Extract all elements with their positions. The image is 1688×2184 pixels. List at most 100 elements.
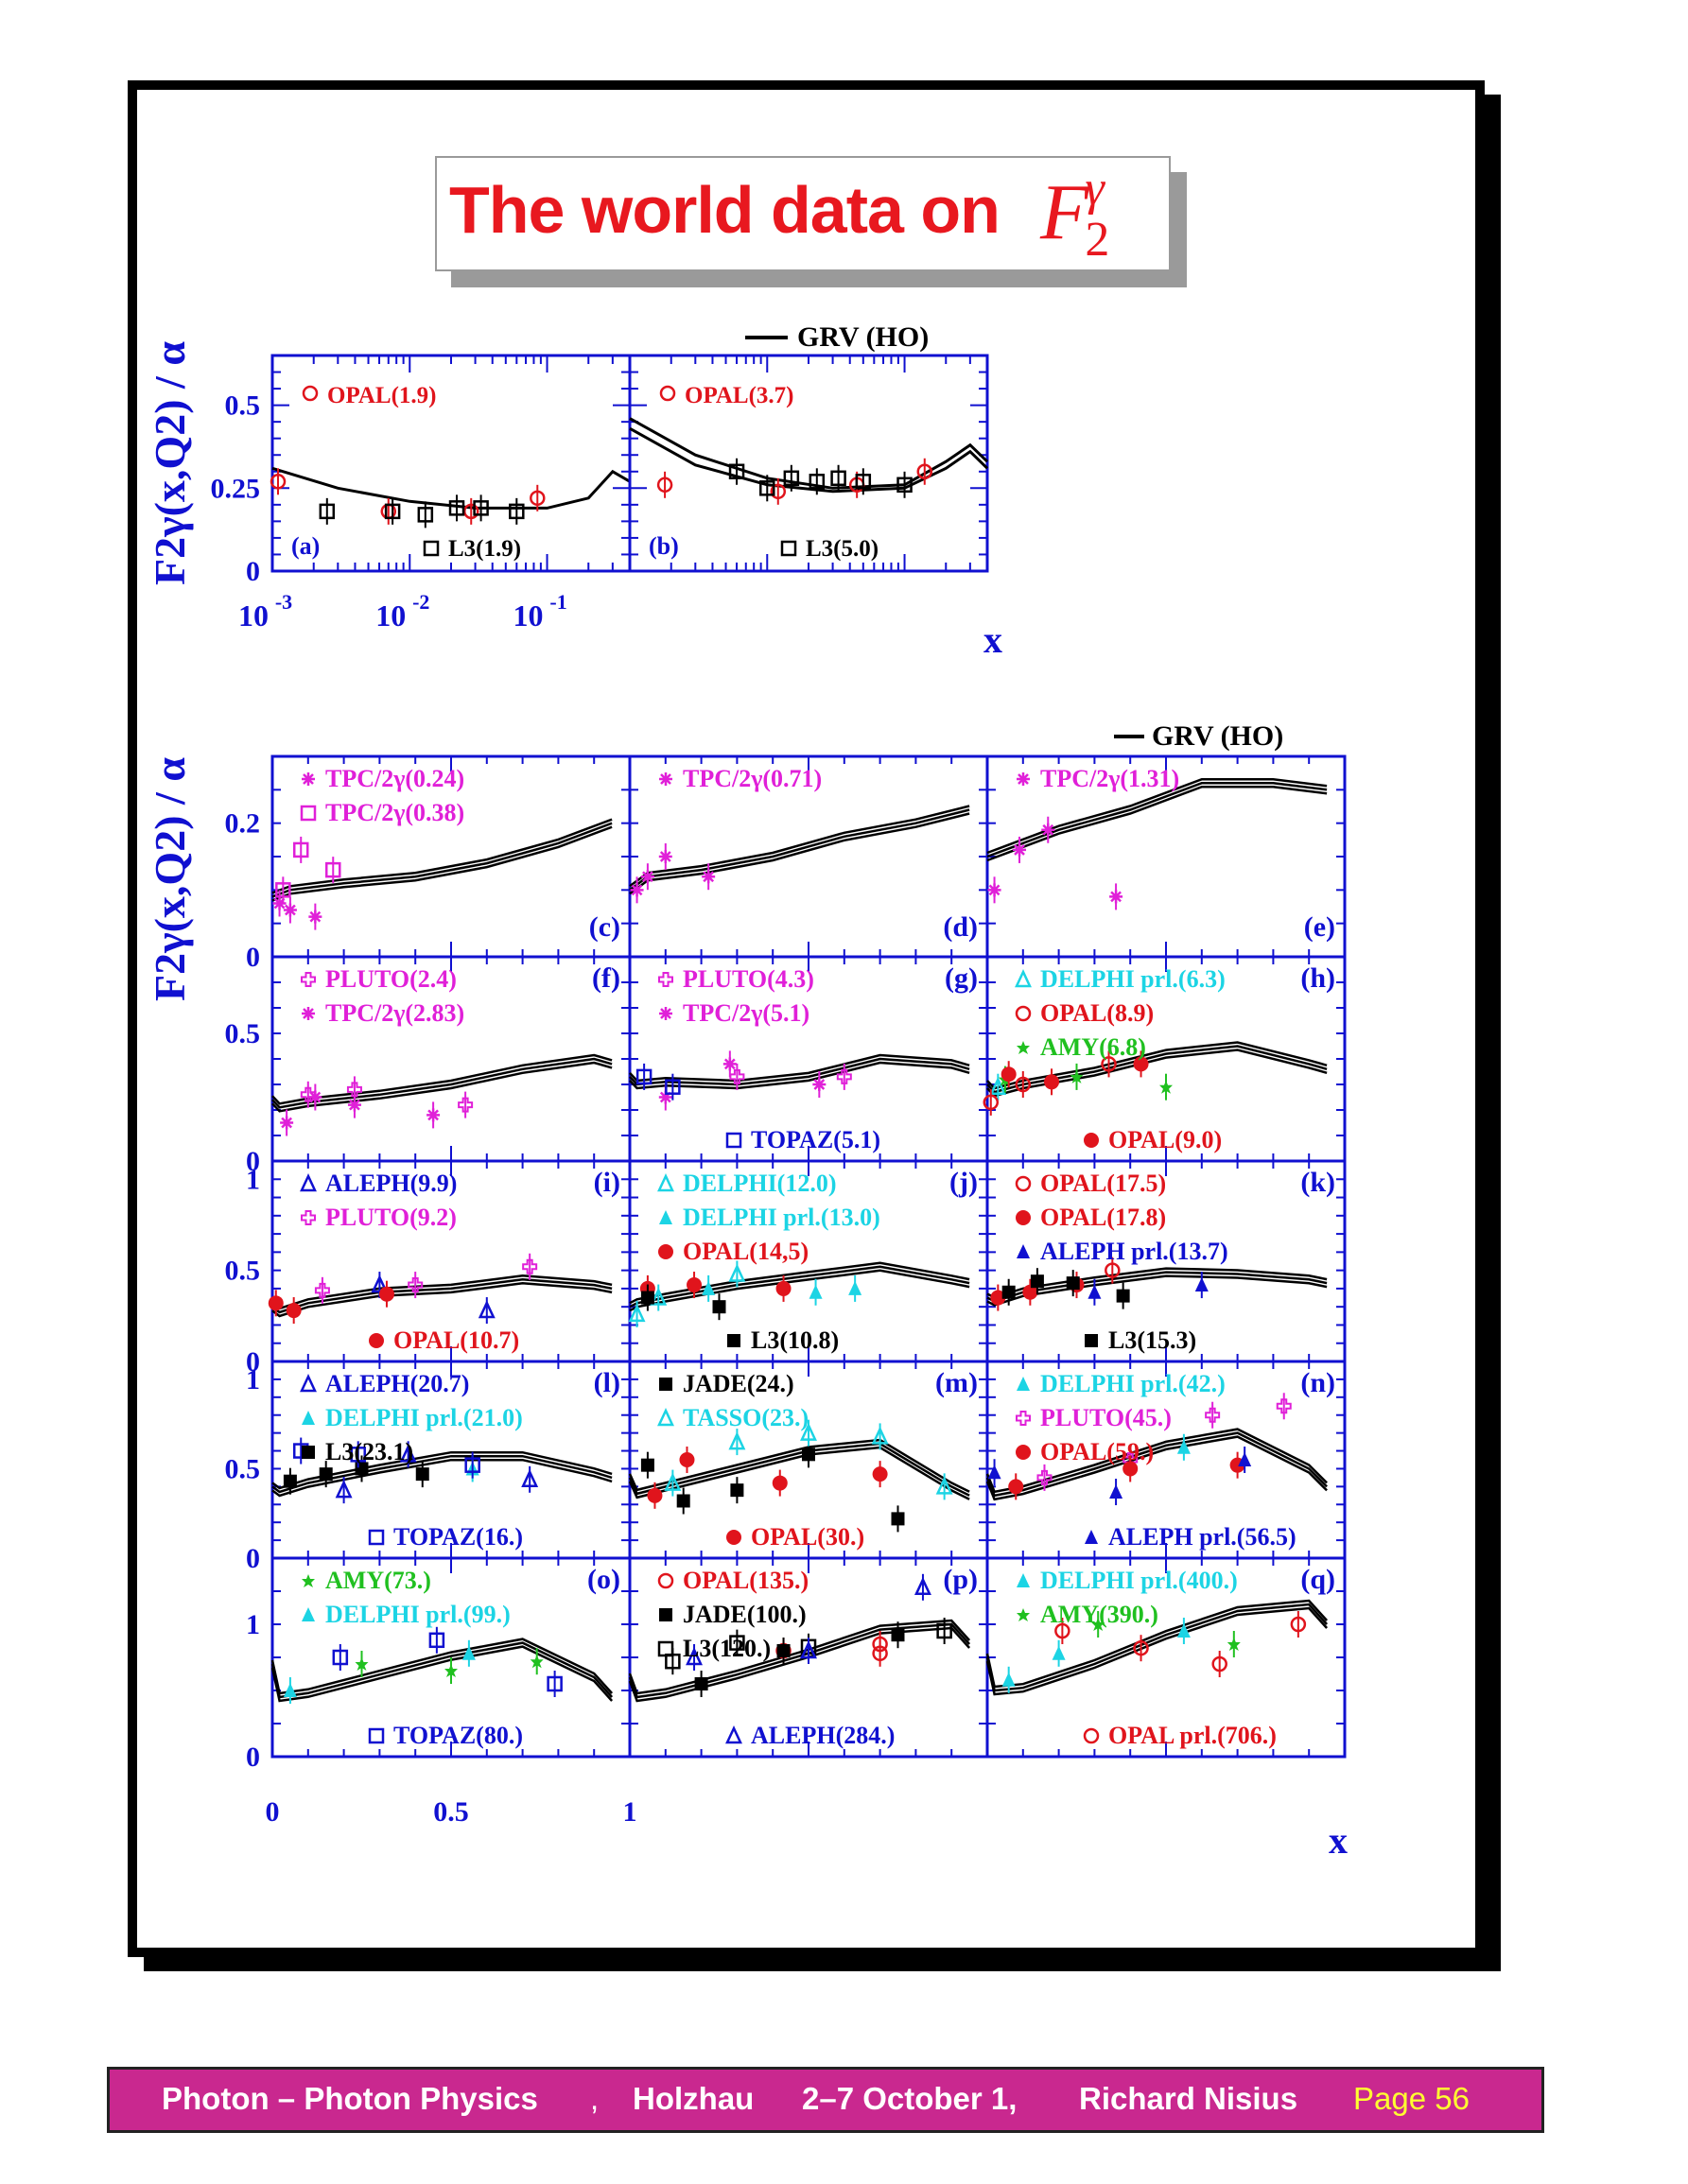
data-point-marker (665, 1079, 681, 1095)
y-axis-label-bottom: F2γ(x,Q2) / α (146, 757, 194, 1001)
data-point-marker (428, 1632, 445, 1649)
data-point-marker (464, 1457, 480, 1473)
data-point (987, 1459, 1001, 1486)
x-tick-label: 10 (238, 598, 269, 633)
panel-tag: (i) (594, 1167, 620, 1198)
legend-label: AMY(73.) (325, 1567, 431, 1594)
theory-curve (628, 1442, 970, 1497)
data-point-marker (1013, 842, 1027, 857)
data-point-marker (415, 1467, 429, 1482)
data-point-marker (473, 500, 489, 516)
legend-label: DELPHI prl.(99.) (325, 1601, 511, 1628)
data-point-marker (759, 480, 775, 496)
legend-label: DELPHI prl.(6.3) (1040, 965, 1226, 993)
data-point (916, 458, 933, 485)
legend-label: OPAL(17.8) (1040, 1204, 1166, 1231)
theory-curve (985, 1603, 1329, 1692)
data-point-marker (1001, 1672, 1016, 1687)
data-point (1054, 1618, 1070, 1644)
data-point (914, 1573, 931, 1601)
data-point-marker (509, 503, 525, 520)
legend-label: AMY(6.8) (1040, 1033, 1146, 1061)
data-point-marker (371, 1274, 389, 1293)
data-point (1001, 1666, 1016, 1693)
data-point-marker (521, 1468, 539, 1488)
legend-marker (1017, 1573, 1030, 1587)
panel-e: (e) TPC/2γ(1.31) (985, 754, 1347, 959)
data-point (935, 1473, 953, 1500)
legend-label: TOPAZ(80.) (393, 1722, 523, 1749)
data-point (800, 1419, 817, 1447)
data-point (936, 1618, 952, 1644)
legend-marker (658, 972, 673, 987)
legend-marker (658, 1244, 673, 1259)
y-tick-label: 1 (246, 1364, 260, 1395)
theory-curve (986, 786, 1328, 862)
data-point-marker (1030, 1274, 1044, 1289)
panel-g: (g) PLUTO(4.3) TPC/2γ(5.1) TOPAZ(5.1) (628, 955, 989, 1163)
x-axis-label: x (1329, 1819, 1348, 1862)
legend-marker (1017, 1041, 1030, 1054)
data-point-marker (1133, 1056, 1149, 1072)
data-point-marker (809, 1284, 823, 1299)
theory-curve (985, 1431, 1328, 1498)
data-point-marker (836, 1068, 852, 1084)
data-point-marker (728, 1431, 746, 1450)
legend-label: OPAL(135.) (683, 1567, 809, 1594)
data-point-marker (1227, 1638, 1241, 1651)
data-point (809, 468, 826, 495)
data-point (800, 1638, 817, 1664)
data-point-marker (728, 1263, 746, 1282)
panel-tag: (a) (291, 532, 320, 560)
legend-label: TASSO(23.) (683, 1404, 809, 1431)
panel-tag: (m) (935, 1367, 978, 1398)
data-point (728, 1260, 746, 1288)
data-point (308, 1083, 322, 1111)
legend-marker (725, 1725, 742, 1744)
legend-marker (423, 540, 440, 557)
data-point-marker (658, 850, 672, 863)
legend-marker (1016, 1445, 1031, 1460)
data-point (1227, 1631, 1241, 1657)
panel-b: OPAL(3.7) (b) L3(5.0) (628, 354, 989, 573)
theory-curve (986, 778, 1328, 855)
panel-j: (j) DELPHI(12.0) DELPHI prl.(13.0) OPAL(14,… (628, 1159, 989, 1363)
data-point-marker (1052, 1645, 1066, 1660)
legend-marker (657, 1408, 674, 1427)
legend-label: PLUTO(4.3) (683, 965, 814, 993)
y-axis-label-text: F2γ(x,Q2) / α (146, 341, 194, 585)
legend-label: L3(23.1) (325, 1438, 413, 1465)
data-point-marker (1116, 1289, 1130, 1303)
legend-label: L3(10.8) (751, 1326, 839, 1354)
theory-curve (629, 426, 989, 494)
data-point-marker (1105, 1262, 1121, 1278)
data-point-marker (812, 1078, 827, 1091)
data-point-marker (809, 474, 826, 490)
panel-p: (p) OPAL(135.) JADE(100.) L3(120.) ALEPH(284… (628, 1556, 989, 1759)
chart-low-x: OPAL(1.9) (a) L3(1.9) OPAL(3.7) (b) L3(5.0) 0 0… (211, 321, 1003, 661)
data-point (990, 1284, 1006, 1311)
data-point (521, 1465, 539, 1493)
data-point-marker (702, 870, 716, 884)
data-point-marker (658, 1090, 672, 1104)
footer-dates: 2–7 October 1, (802, 2081, 1018, 2116)
data-point (812, 1071, 827, 1098)
data-point (770, 477, 787, 505)
data-point (658, 843, 672, 870)
data-point-marker (712, 1300, 726, 1314)
legend-label: ALEPH prl.(13.7) (1040, 1238, 1228, 1265)
legend-marker (1016, 1411, 1031, 1426)
data-point (308, 903, 322, 930)
legend-label: L3(5.0) (806, 536, 879, 562)
data-point (355, 1651, 369, 1677)
y-tick-label: 0.5 (225, 390, 261, 422)
data-point (728, 1429, 746, 1456)
data-point (676, 1487, 690, 1515)
legend-marker (368, 1727, 385, 1744)
data-point (1205, 1401, 1221, 1429)
data-point-marker (694, 1677, 708, 1690)
data-point-marker (270, 474, 287, 490)
footer-bar: Photon – Photon Physics , Holzhau 2–7 Oc… (107, 2067, 1544, 2133)
data-point (270, 468, 287, 495)
